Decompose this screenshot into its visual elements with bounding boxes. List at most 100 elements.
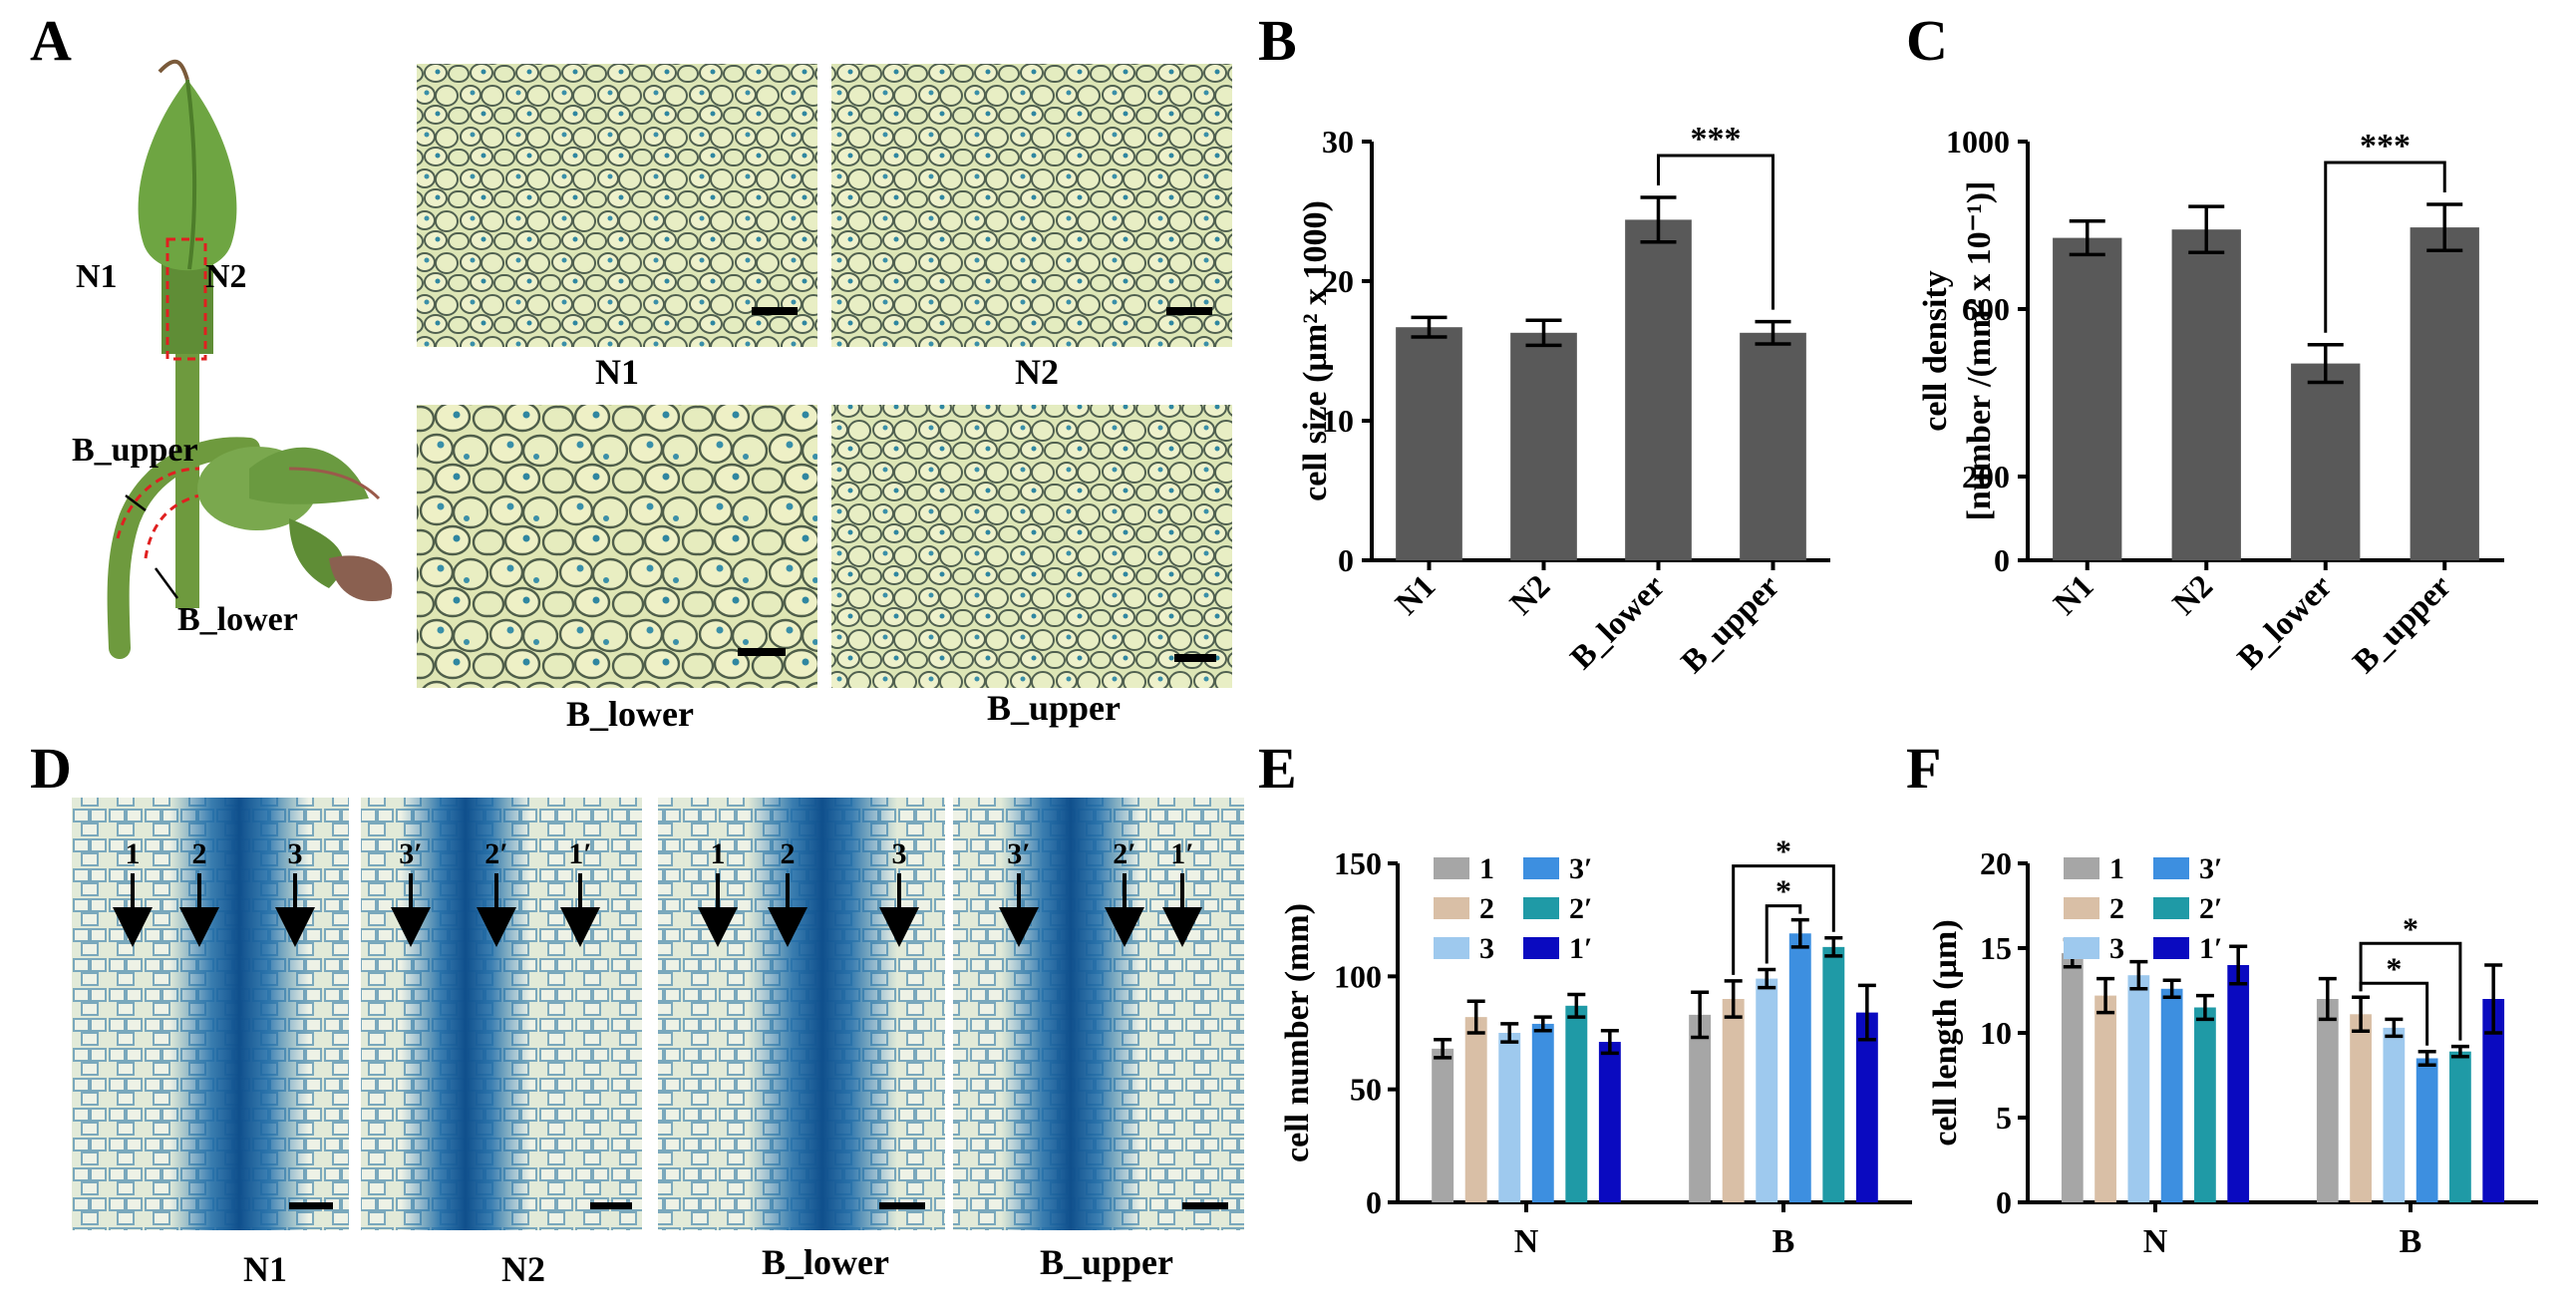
chart-b-errorbar-n2 <box>1525 318 1562 348</box>
chart-f-legend-swatch-3 <box>2064 937 2099 959</box>
chart-c-errorbar-b-upper <box>2426 202 2463 252</box>
chart-f-ytick-label-15: 15 <box>1980 930 2012 966</box>
scale-bar <box>590 1202 632 1209</box>
chart-e-legend-label-3: 3 <box>1479 932 1494 965</box>
scale-bar <box>752 307 798 315</box>
scale-bar <box>289 1202 333 1209</box>
chart-f-bar-n-2 <box>2094 995 2116 1202</box>
chart-f-legend-swatch-5 <box>2153 897 2189 919</box>
chart-e-ylabel: cell number (mm) <box>1279 903 1316 1162</box>
panel-letter-d: D <box>30 736 72 801</box>
chart-b-xtick-label-b-lower: B_lower <box>1564 568 1672 676</box>
chart-f-errorbar-b-2 <box>2352 995 2371 1034</box>
section-arrow-label-b_upper-1: 3′ <box>1007 837 1030 870</box>
chart-e-errorbar-b-2 <box>1824 936 1843 958</box>
chart-e-errorbar-n-1 <box>1434 1038 1452 1060</box>
chart-f-errorbar-n-3 <box>2162 978 2181 1000</box>
section-caption-b-lower: B_lower <box>762 1242 889 1282</box>
section-arrow-label-n2-3: 1′ <box>568 837 591 870</box>
chart-f-bar-b-3-prime <box>2415 1058 2438 1202</box>
chart-e-significance-label-1: * <box>1775 873 1791 909</box>
chart-f-bar-n-3-prime <box>2160 988 2183 1202</box>
section-arrow-label-b_lower-3: 3 <box>892 837 907 870</box>
bud-label-n1: N1 <box>76 258 118 295</box>
micrograph-n2 <box>831 64 1232 347</box>
chart-e-errorbar-b-2 <box>1724 979 1743 1019</box>
chart-e-errorbar-b-3 <box>1790 917 1809 949</box>
bud-label-n2: N2 <box>205 258 247 295</box>
chart-f-bar-b-3 <box>2383 1027 2406 1202</box>
chart-c-ytick-label-0: 0 <box>1994 542 2010 578</box>
chart-b-errorbar-b-lower <box>1640 195 1677 244</box>
section-arrow-label-b_lower-2: 2 <box>781 837 796 870</box>
chart-e-errorbar-n-2 <box>1567 992 1586 1019</box>
chart-c-ytick-label-200: 200 <box>1962 459 2010 494</box>
chart-f-legend-label-3: 3 <box>2109 932 2124 965</box>
section-caption-n2: N2 <box>501 1249 545 1289</box>
panel-letter-a: A <box>30 8 72 73</box>
section-arrow-label-n1-3: 3 <box>288 837 303 870</box>
chart-b-xtick-label-b-upper: B_upper <box>1675 568 1786 680</box>
chart-c-bar-b-lower <box>2291 363 2361 560</box>
chart-e-significance-bracket-2 <box>1732 864 1835 975</box>
section-b-lower <box>658 798 945 1230</box>
chart-e-legend-label-6: 1′ <box>1569 932 1592 965</box>
chart-f-xtick-label-n: N <box>2143 1223 2168 1260</box>
pointer-upper <box>125 494 147 511</box>
chart-e-errorbar-n-3 <box>1500 1022 1519 1044</box>
panel-letter-b: B <box>1258 8 1297 73</box>
chart-e-significance-label-2: * <box>1775 833 1791 869</box>
chart-b-bar-n2 <box>1510 332 1577 560</box>
chart-c-significance-bracket <box>2324 161 2446 333</box>
chart-b-significance-bracket <box>1657 154 1774 310</box>
chart-c-ylabel-line1: cell density <box>1917 270 1954 431</box>
chart-e-bar-b-3-prime <box>1788 933 1811 1202</box>
chart-f-errorbar-n-3 <box>2129 959 2148 991</box>
chart-e-legend-swatch-1 <box>1434 857 1469 879</box>
chart-e-bar-n-2-prime <box>1565 1005 1588 1202</box>
chart-e-bar-n-2 <box>1464 1017 1487 1202</box>
bent-label-lower: B_lower <box>177 601 298 638</box>
chart-b-ylabel: cell size (µm² x 1000) <box>1297 200 1334 501</box>
chart-e-ytick-label-100: 100 <box>1334 958 1382 994</box>
section-caption-n1: N1 <box>243 1249 287 1289</box>
chart-e-legend-label-2: 2 <box>1479 892 1494 925</box>
micrograph-caption-b-lower: B_lower <box>566 694 694 734</box>
chart-e-bar-b-2 <box>1722 999 1745 1202</box>
chart-f-bar-b-1 <box>2316 999 2339 1202</box>
chart-e-bar-b-1-prime <box>1855 1012 1878 1202</box>
chart-f-bar-b-2 <box>2350 1014 2372 1202</box>
scale-bar <box>1174 654 1216 662</box>
chart-f-ytick-label-5: 5 <box>1996 1100 2012 1136</box>
chart-b-xtick-label-n1: N1 <box>1389 568 1443 622</box>
section-n2 <box>361 798 642 1230</box>
chart-e-ytick-label-50: 50 <box>1350 1072 1382 1108</box>
chart-f-significance-label-2: * <box>2403 910 2418 946</box>
chart-f-legend-label-1: 1 <box>2109 852 2124 885</box>
chart-e-cell-number: 0 50 100 150 N B 1 2 3 3′ 2′ 1′ * * cell number (mm) <box>1279 833 1912 1260</box>
section-arrow-label-n2-2: 2′ <box>484 837 507 870</box>
chart-c-errorbar-n2 <box>2188 204 2225 255</box>
chart-f-errorbar-b-1 <box>2484 963 2503 1035</box>
scale-bar <box>1166 307 1212 315</box>
chart-b-bar-b-lower <box>1625 219 1692 560</box>
section-arrow-label-n1-2: 2 <box>192 837 207 870</box>
chart-e-bar-b-1 <box>1689 1014 1712 1202</box>
chart-e-bar-n-1-prime <box>1598 1042 1621 1202</box>
chart-f-bar-n-3 <box>2127 975 2150 1202</box>
chart-c-significance-label: *** <box>2360 128 2411 164</box>
chart-c-xtick-label-n1: N1 <box>2047 568 2100 622</box>
chart-b-ytick-label-30: 30 <box>1322 124 1354 160</box>
chart-b-errorbar-n1 <box>1411 315 1448 339</box>
bent-label-upper: B_upper <box>72 432 198 469</box>
chart-e-xtick-label-n: N <box>1514 1223 1539 1260</box>
chart-f-cell-length: 0 5 10 15 20 N B 1 2 3 3′ 2′ 1′ ** cell length (µm) <box>1927 845 2538 1260</box>
scale-bar <box>879 1202 925 1209</box>
chart-e-bar-b-3 <box>1756 978 1778 1202</box>
chart-f-legend-label-5: 2′ <box>2199 892 2222 925</box>
micrograph-b-lower <box>417 405 817 688</box>
panel-letter-f: F <box>1906 736 1941 801</box>
chart-f-bar-b-2-prime <box>2449 1051 2471 1202</box>
chart-e-errorbar-b-1 <box>1691 990 1710 1040</box>
chart-c-xtick-label-b-upper: B_upper <box>2347 568 2458 680</box>
